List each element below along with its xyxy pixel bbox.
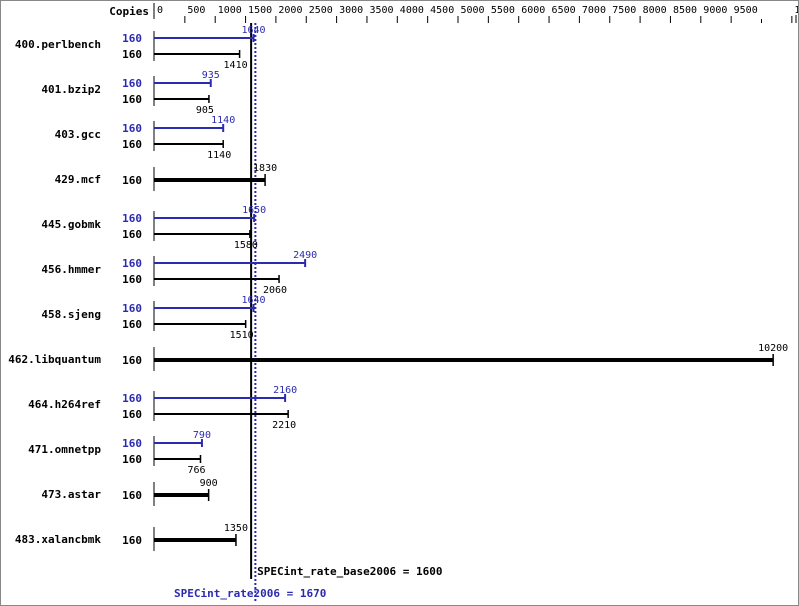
- base-copies: 160: [122, 138, 142, 151]
- x-tick-label: 6000: [521, 5, 545, 16]
- x-tick-label: 3500: [369, 5, 393, 16]
- benchmark-label: 429.mcf: [55, 173, 101, 186]
- peak-copies: 160: [122, 437, 142, 450]
- peak-copies: 160: [122, 212, 142, 225]
- benchmark-label: 400.perlbench: [15, 38, 101, 51]
- x-tick-label: 10500: [794, 5, 798, 16]
- benchmark-label: 445.gobmk: [41, 218, 101, 231]
- benchmark-label: 456.hmmer: [41, 263, 101, 276]
- benchmark-label: 458.sjeng: [41, 308, 101, 321]
- base-value-label: 905: [196, 105, 214, 116]
- base-copies: 160: [122, 534, 142, 547]
- x-tick-label: 7000: [582, 5, 606, 16]
- x-tick-label: 9500: [734, 5, 758, 16]
- peak-value-label: 1650: [242, 205, 266, 216]
- base-mean-label: SPECint_rate_base2006 = 1600: [257, 565, 442, 578]
- x-tick-label: 6500: [552, 5, 576, 16]
- base-value-label: 10200: [758, 343, 788, 354]
- copies-header: Copies: [109, 5, 149, 18]
- x-tick-label: 8000: [643, 5, 667, 16]
- base-copies: 160: [122, 318, 142, 331]
- base-value-label: 900: [200, 478, 218, 489]
- benchmark-label: 473.astar: [41, 488, 101, 501]
- base-value-label: 2060: [263, 285, 287, 296]
- benchmark-label: 462.libquantum: [8, 353, 101, 366]
- peak-copies: 160: [122, 122, 142, 135]
- peak-copies: 160: [122, 392, 142, 405]
- benchmark-label: 471.omnetpp: [28, 443, 101, 456]
- base-value-label: 1830: [253, 163, 277, 174]
- peak-value-label: 935: [202, 70, 220, 81]
- peak-copies: 160: [122, 257, 142, 270]
- x-tick-label: 1000: [218, 5, 242, 16]
- base-value-label: 766: [187, 465, 205, 476]
- x-tick-label: 2500: [309, 5, 333, 16]
- peak-value-label: 2160: [273, 385, 297, 396]
- x-tick-label: 1500: [248, 5, 272, 16]
- x-tick-label: 0: [157, 5, 163, 16]
- base-copies: 160: [122, 228, 142, 241]
- base-value-label: 1140: [207, 150, 231, 161]
- x-tick-label: 3000: [339, 5, 363, 16]
- x-tick-label: 4500: [430, 5, 454, 16]
- benchmark-label: 483.xalancbmk: [15, 533, 101, 546]
- benchmark-label: 403.gcc: [55, 128, 101, 141]
- x-tick-label: 2000: [278, 5, 302, 16]
- x-tick-label: 5000: [461, 5, 485, 16]
- base-copies: 160: [122, 489, 142, 502]
- x-tick-label: 8500: [673, 5, 697, 16]
- base-value-label: 1410: [224, 60, 248, 71]
- base-value-label: 1510: [230, 330, 254, 341]
- peak-value-label: 1640: [242, 25, 266, 36]
- x-tick-label: 7500: [612, 5, 636, 16]
- x-tick-label: 5500: [491, 5, 515, 16]
- base-copies: 160: [122, 453, 142, 466]
- peak-mean-label: SPECint_rate2006 = 1670: [174, 587, 326, 600]
- x-tick-label: 4000: [400, 5, 424, 16]
- peak-copies: 160: [122, 32, 142, 45]
- benchmark-label: 464.h264ref: [28, 398, 101, 411]
- peak-copies: 160: [122, 77, 142, 90]
- base-copies: 160: [122, 174, 142, 187]
- peak-copies: 160: [122, 302, 142, 315]
- base-copies: 160: [122, 93, 142, 106]
- peak-value-label: 1140: [211, 115, 235, 126]
- x-tick-label: 500: [187, 5, 205, 16]
- base-value-label: 1350: [224, 523, 248, 534]
- x-tick-label: 9000: [703, 5, 727, 16]
- base-copies: 160: [122, 408, 142, 421]
- base-value-label: 2210: [272, 420, 296, 431]
- base-value-label: 1580: [234, 240, 258, 251]
- peak-value-label: 790: [193, 430, 211, 441]
- peak-value-label: 2490: [293, 250, 317, 261]
- benchmark-label: 401.bzip2: [41, 83, 101, 96]
- base-copies: 160: [122, 273, 142, 286]
- base-copies: 160: [122, 354, 142, 367]
- base-copies: 160: [122, 48, 142, 61]
- peak-value-label: 1640: [242, 295, 266, 306]
